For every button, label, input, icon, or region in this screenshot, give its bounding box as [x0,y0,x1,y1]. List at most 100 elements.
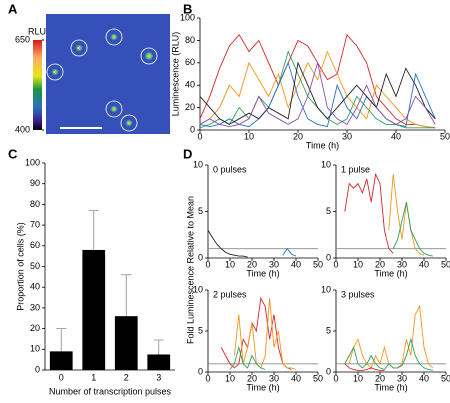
error-bar [56,328,67,352]
panel-title: 0 pulses [213,164,247,174]
y-tick-label: 90 [30,178,40,188]
series-line [388,174,425,256]
series-line [199,61,436,128]
axis-line [207,165,318,259]
y-tick-label: 0 [35,364,40,374]
x-tick-label: 10 [353,259,363,269]
bar [114,316,138,370]
series-line [229,345,266,370]
x-tick-label: 40 [291,373,301,383]
bar [49,351,73,370]
panel-label: A [8,1,18,16]
x-axis-label: Time (h) [374,382,407,392]
y-tick-label: 0 [198,366,203,376]
x-tick-label: 3 [156,372,161,382]
y-tick-label: 10 [193,159,203,169]
y-tick-label: 0 [326,252,331,262]
x-tick-label: 0 [205,259,210,269]
panel-title: 3 pulses [341,289,375,299]
y-tick-label: 10 [321,284,331,294]
series-line [282,247,297,257]
y-tick-label: 0 [198,252,203,262]
micrograph [46,14,170,134]
y-tick-label: 30 [30,302,40,312]
y-tick-label: 5 [198,206,203,216]
series-line [392,202,433,257]
error-bar [88,210,99,250]
panel-label: C [8,146,18,161]
y-tick-label: 80 [30,199,40,209]
x-tick-label: 0 [59,372,64,382]
x-tick-label: 30 [397,373,407,383]
x-tick-label: 40 [419,373,429,383]
x-tick-label: 50 [313,259,323,269]
y-tick-label: 40 [185,80,195,90]
series-line [199,62,436,128]
x-tick-label: 20 [293,131,303,141]
x-tick-label: 10 [244,131,254,141]
x-tick-label: 40 [419,259,429,269]
bar [82,249,106,370]
x-tick-label: 50 [440,131,450,141]
series-line [344,172,394,254]
y-tick-label: 70 [30,219,40,229]
panel-title: 2 pulses [213,289,247,299]
series-line [233,298,297,370]
x-tick-label: 2 [124,372,129,382]
y-tick-label: 5 [326,325,331,335]
x-tick-label: 1 [91,372,96,382]
x-tick-label: 0 [333,373,338,383]
x-tick-label: 0 [205,373,210,383]
x-axis-label: Time (h) [306,140,339,150]
bar [147,354,171,370]
colorbar-title: RLU [28,26,46,36]
x-tick-label: 0 [333,259,338,269]
x-tick-label: 30 [397,259,407,269]
series-line [348,304,434,369]
y-axis-label: Fold Luminescence Relative to Mean [185,196,195,344]
x-tick-label: 30 [342,131,352,141]
x-axis-label: Time (h) [374,268,407,278]
y-tick-label: 50 [30,261,40,271]
x-tick-label: 10 [225,259,235,269]
series-line [220,296,292,370]
y-tick-label: 10 [193,284,203,294]
series-line [207,229,248,258]
y-axis-label: Proportion of cells (%) [15,222,25,311]
x-axis-label: Number of transcription pulses [49,386,172,396]
x-axis-label: Time (h) [246,382,279,392]
x-tick-label: 50 [313,373,323,383]
axis-line [335,165,446,259]
x-tick-label: 50 [441,373,450,383]
y-tick-label: 100 [25,157,40,167]
y-tick-label: 100 [180,12,195,22]
colorbar-tick-label: 400 [15,124,30,134]
x-tick-label: 40 [291,259,301,269]
y-tick-label: 20 [185,102,195,112]
x-tick-label: 50 [441,259,450,269]
error-bar [153,339,164,355]
x-tick-label: 10 [225,373,235,383]
y-tick-label: 80 [185,35,195,45]
series-line [344,363,385,371]
y-axis-label: Luminescence (RLU) [170,32,180,117]
series-line [199,61,436,125]
y-tick-label: 60 [30,240,40,250]
y-tick-label: 20 [30,323,40,333]
colorbar [33,40,42,130]
x-tick-label: 20 [375,373,385,383]
y-tick-label: 5 [326,206,331,216]
error-bar [121,274,132,317]
x-tick-label: 0 [197,131,202,141]
x-axis-label: Time (h) [246,268,279,278]
x-tick-label: 20 [247,259,257,269]
colorbar-tick-label: 650 [15,34,30,44]
axis-line [44,163,175,371]
panel-title: 1 pulse [341,164,370,174]
x-tick-label: 20 [375,259,385,269]
panel-label: D [183,146,192,161]
x-tick-label: 30 [269,373,279,383]
y-tick-label: 0 [190,124,195,134]
